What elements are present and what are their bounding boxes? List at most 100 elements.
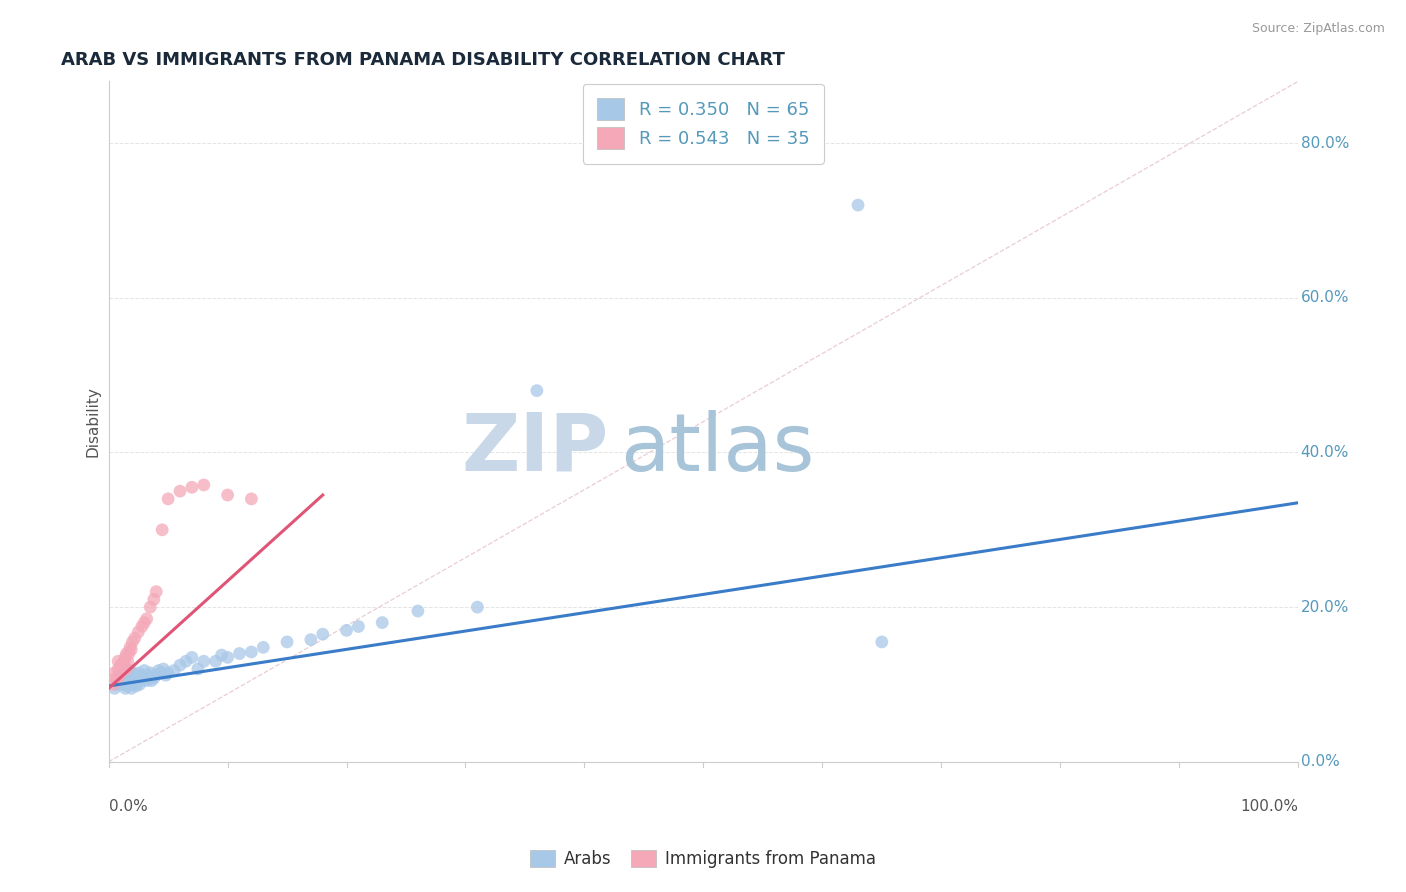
Point — [122, 677, 145, 691]
Point — [111, 664, 134, 678]
Point — [131, 619, 153, 633]
Point — [211, 648, 233, 662]
Point — [135, 612, 157, 626]
Point — [121, 635, 143, 649]
Point — [193, 654, 215, 668]
Text: ZIP: ZIP — [461, 409, 609, 488]
Point — [118, 640, 141, 655]
Point — [124, 668, 146, 682]
Point — [111, 658, 134, 673]
Point — [117, 679, 139, 693]
Point — [312, 627, 335, 641]
Legend: Arabs, Immigrants from Panama: Arabs, Immigrants from Panama — [523, 843, 883, 875]
Point — [149, 665, 172, 680]
Point — [299, 632, 322, 647]
Point — [110, 673, 132, 688]
Text: 80.0%: 80.0% — [1301, 136, 1348, 151]
Point — [129, 673, 152, 688]
Point — [115, 647, 138, 661]
Point — [180, 480, 202, 494]
Point — [145, 584, 167, 599]
Text: 0.0%: 0.0% — [108, 799, 148, 814]
Point — [120, 681, 142, 696]
Legend: R = 0.350   N = 65, R = 0.543   N = 35: R = 0.350 N = 65, R = 0.543 N = 35 — [583, 84, 824, 164]
Text: Source: ZipAtlas.com: Source: ZipAtlas.com — [1251, 22, 1385, 36]
Point — [148, 664, 170, 678]
Point — [107, 662, 129, 676]
Text: 60.0%: 60.0% — [1301, 291, 1348, 305]
Point — [155, 668, 177, 682]
Point — [134, 670, 156, 684]
Point — [121, 677, 143, 691]
Point — [169, 484, 191, 499]
Point — [107, 654, 129, 668]
Point — [870, 635, 893, 649]
Point — [145, 668, 167, 682]
Point — [103, 665, 125, 680]
Point — [131, 668, 153, 682]
Text: 100.0%: 100.0% — [1240, 799, 1298, 814]
Point — [115, 677, 138, 691]
Point — [110, 658, 132, 673]
Point — [124, 631, 146, 645]
Point — [138, 671, 160, 685]
Point — [103, 677, 125, 691]
Point — [114, 681, 136, 696]
Point — [347, 619, 370, 633]
Point — [111, 677, 134, 691]
Point — [110, 670, 132, 684]
Point — [141, 673, 163, 688]
Point — [115, 671, 138, 685]
Point — [193, 478, 215, 492]
Point — [118, 647, 141, 661]
Point — [142, 671, 165, 685]
Point — [118, 676, 141, 690]
Point — [114, 650, 136, 665]
Point — [467, 600, 489, 615]
Point — [217, 650, 239, 665]
Point — [115, 665, 138, 680]
Y-axis label: Disability: Disability — [86, 386, 100, 457]
Point — [112, 654, 135, 668]
Point — [187, 662, 209, 676]
Point — [335, 624, 357, 638]
Point — [121, 671, 143, 685]
Point — [276, 635, 298, 649]
Point — [127, 673, 149, 688]
Point — [240, 645, 263, 659]
Text: 0.0%: 0.0% — [1301, 755, 1340, 769]
Point — [204, 654, 226, 668]
Text: ARAB VS IMMIGRANTS FROM PANAMA DISABILITY CORRELATION CHART: ARAB VS IMMIGRANTS FROM PANAMA DISABILIT… — [60, 51, 785, 69]
Point — [406, 604, 429, 618]
Point — [110, 665, 132, 680]
Point — [180, 650, 202, 665]
Point — [127, 624, 149, 639]
Point — [124, 673, 146, 688]
Point — [240, 491, 263, 506]
Point — [174, 654, 197, 668]
Point — [118, 664, 141, 678]
Point — [169, 658, 191, 673]
Point — [115, 662, 138, 676]
Point — [127, 670, 149, 684]
Point — [127, 665, 149, 680]
Point — [112, 673, 135, 688]
Point — [121, 665, 143, 680]
Point — [163, 664, 186, 678]
Point — [136, 668, 159, 682]
Point — [152, 662, 174, 676]
Point — [118, 670, 141, 684]
Point — [107, 677, 129, 691]
Point — [157, 665, 180, 680]
Point — [128, 677, 150, 691]
Text: 20.0%: 20.0% — [1301, 599, 1348, 615]
Point — [139, 665, 162, 680]
Point — [125, 679, 148, 693]
Point — [139, 600, 162, 615]
Point — [120, 642, 142, 657]
Point — [157, 491, 180, 506]
Text: 40.0%: 40.0% — [1301, 445, 1348, 460]
Point — [846, 198, 869, 212]
Point — [228, 647, 250, 661]
Point — [252, 640, 274, 655]
